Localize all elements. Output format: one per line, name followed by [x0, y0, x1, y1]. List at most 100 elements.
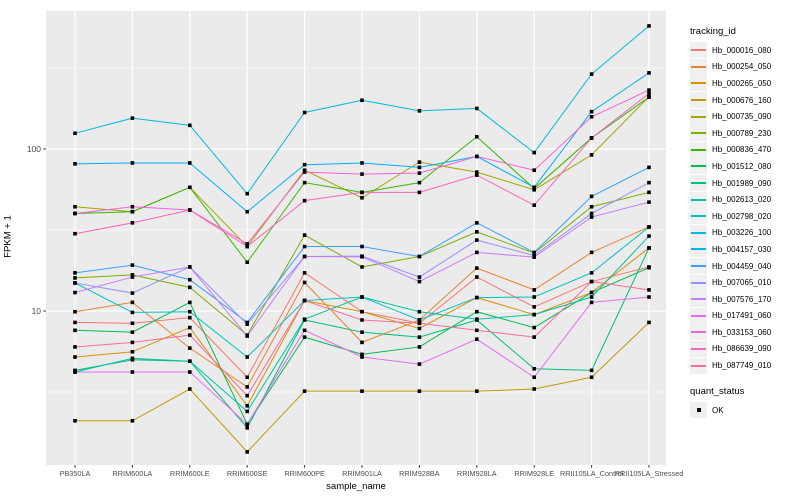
data-point — [302, 162, 307, 167]
legend-label: Hb_004157_030 — [712, 244, 772, 254]
data-point — [475, 328, 479, 333]
data-point — [360, 172, 364, 176]
data-point — [589, 250, 594, 255]
data-point — [475, 154, 479, 159]
data-point — [360, 330, 364, 334]
data-point — [475, 170, 479, 174]
data-point — [188, 325, 192, 330]
data-point — [417, 335, 422, 339]
data-point — [532, 366, 536, 371]
data-point — [417, 345, 422, 349]
y-tick-label: 100 — [27, 144, 41, 154]
data-point — [130, 273, 135, 277]
legend-label: Hb_001989_090 — [712, 178, 772, 188]
data-point — [302, 168, 307, 172]
legend-line-swatch — [691, 99, 706, 102]
data-point — [360, 355, 364, 359]
legend-label: Hb_002798_020 — [712, 211, 772, 221]
data-point — [73, 162, 77, 166]
data-point — [302, 233, 307, 237]
data-point — [245, 375, 249, 380]
x-tick-label: RRIM928BA — [399, 469, 440, 478]
x-tick-label: RRII105LA_Stressed — [615, 469, 684, 478]
legend-item: Hb_007065_010 — [690, 274, 800, 291]
data-point — [475, 230, 479, 234]
data-point — [130, 204, 135, 209]
data-point — [302, 244, 307, 249]
legend-item: Hb_000254_050 — [690, 58, 800, 76]
legend-key — [690, 258, 707, 275]
data-point — [130, 349, 135, 354]
data-point — [302, 170, 307, 174]
legend-item: Hb_000789_230 — [690, 125, 800, 142]
legend-key — [690, 307, 707, 324]
data-point — [245, 403, 249, 408]
legend-key — [690, 125, 707, 142]
legend-label: Hb_086639_090 — [712, 344, 772, 354]
data-point — [73, 355, 77, 359]
legend-label: Hb_017491_060 — [712, 311, 772, 321]
data-point — [130, 340, 135, 345]
data-point — [360, 295, 364, 299]
data-point — [589, 295, 594, 299]
data-point — [245, 334, 249, 338]
data-point — [245, 322, 249, 326]
legend-title-quant-status: quant_status — [690, 385, 745, 397]
data-point — [475, 266, 479, 270]
data-point — [532, 185, 536, 190]
legend-quant-items: OK — [690, 402, 800, 419]
data-point — [245, 209, 249, 214]
data-point — [130, 161, 135, 165]
data-point — [532, 335, 536, 339]
data-point — [188, 359, 192, 363]
data-point — [647, 91, 651, 96]
legend-key — [690, 175, 707, 192]
data-point — [532, 168, 536, 172]
data-point — [130, 221, 135, 225]
data-point — [417, 326, 422, 331]
legend-line-swatch — [691, 314, 706, 317]
black-square-point-icon — [696, 408, 701, 413]
data-point — [130, 116, 135, 120]
data-point — [417, 254, 422, 259]
data-point — [589, 153, 594, 157]
legend-label: Hb_002613_020 — [712, 195, 772, 205]
data-point — [188, 285, 192, 290]
legend-label: Hb_000016_080 — [712, 45, 772, 55]
legend-item: Hb_000676_160 — [690, 92, 800, 109]
data-point — [245, 385, 249, 389]
legend-label: Hb_000836_470 — [712, 145, 772, 155]
data-point — [417, 362, 422, 366]
legend-key — [690, 241, 707, 258]
data-point — [188, 208, 192, 212]
legend-item: Hb_003226_100 — [690, 224, 800, 242]
data-point — [417, 309, 422, 314]
data-point — [589, 290, 594, 295]
data-point — [245, 191, 249, 196]
data-point — [647, 265, 651, 270]
data-point — [130, 321, 135, 326]
legend-line-swatch — [691, 364, 706, 367]
legend-item: Hb_000265_050 — [690, 75, 800, 92]
data-point — [130, 209, 135, 214]
data-point — [647, 320, 651, 325]
data-point — [647, 234, 651, 238]
data-point — [130, 300, 135, 305]
data-point — [73, 419, 77, 423]
data-point — [360, 244, 364, 249]
legend-key — [690, 75, 707, 92]
data-point — [532, 312, 536, 317]
x-axis-title: sample_name — [326, 481, 386, 492]
data-point — [245, 241, 249, 246]
x-tick-label: RRIM928LA — [457, 469, 497, 478]
data-point — [73, 276, 77, 280]
data-point — [73, 320, 77, 325]
x-tick-label: RRIM600SE — [227, 469, 268, 478]
legend-item: Hb_004157_030 — [690, 241, 800, 258]
data-point — [360, 389, 364, 393]
data-point — [417, 279, 422, 284]
legend-line-swatch — [691, 215, 706, 218]
legend-title-tracking-id: tracking_id — [690, 26, 736, 37]
data-point — [130, 310, 135, 315]
legend-item: Hb_086639_090 — [690, 340, 800, 358]
